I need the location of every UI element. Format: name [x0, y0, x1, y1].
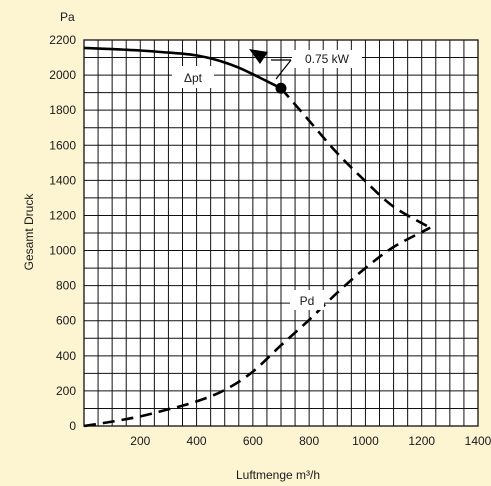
power-arrow-head — [249, 49, 268, 64]
x-tick-label: 200 — [130, 434, 150, 448]
y-tick-label: 0 — [69, 419, 76, 433]
y-tick-label: 2000 — [49, 68, 76, 82]
y-tick-label: 1600 — [49, 138, 76, 152]
x-tick-label: 600 — [243, 434, 263, 448]
power-annotation-label: 0.75 kW — [305, 52, 350, 66]
y-tick-label: 1200 — [49, 208, 76, 222]
series-line-3 — [280, 87, 431, 229]
series-label-pd: Pd — [300, 294, 315, 308]
y-tick-label: 600 — [56, 314, 76, 328]
operating-point-marker — [275, 82, 287, 94]
x-tick-label: 800 — [299, 434, 319, 448]
series-label-dp: Δpt — [184, 71, 203, 85]
y-unit-label: Pa — [60, 10, 75, 24]
annotations: 0.75 kW Δpt Pd — [172, 49, 362, 310]
plot-frame — [83, 39, 479, 427]
dp-label-background — [172, 66, 214, 88]
series-group — [83, 46, 431, 428]
power-arrow-shaft — [275, 59, 292, 80]
x-tick-label: 1400 — [465, 434, 491, 448]
x-tick-label: 1200 — [408, 434, 435, 448]
y-tick-label: 200 — [56, 384, 76, 398]
pd-label-background — [290, 290, 324, 310]
x-tick-label: 400 — [187, 434, 207, 448]
grid — [83, 39, 479, 427]
x-tick-label: 1000 — [352, 434, 379, 448]
y-tick-label: 1400 — [49, 173, 76, 187]
y-tick-label: 800 — [56, 279, 76, 293]
power-annotation-background — [292, 50, 362, 68]
series-line-1 — [83, 46, 282, 90]
y-tick-label: 400 — [56, 349, 76, 363]
y-tick-label: 2200 — [49, 33, 76, 47]
x-axis-label: Luftmenge m³/h — [236, 468, 320, 482]
y-tick-label: 1000 — [49, 244, 76, 258]
y-tick-labels: 0 200 400 600 800 1000 1200 1400 1600 1800 2000 220… — [49, 33, 76, 433]
y-axis-label: Gesamt Druck — [22, 193, 36, 271]
y-tick-label: 1800 — [49, 103, 76, 117]
x-tick-labels: 200 400 600 800 1000 1200 1400 — [130, 434, 491, 448]
series-line-2 — [83, 226, 431, 428]
